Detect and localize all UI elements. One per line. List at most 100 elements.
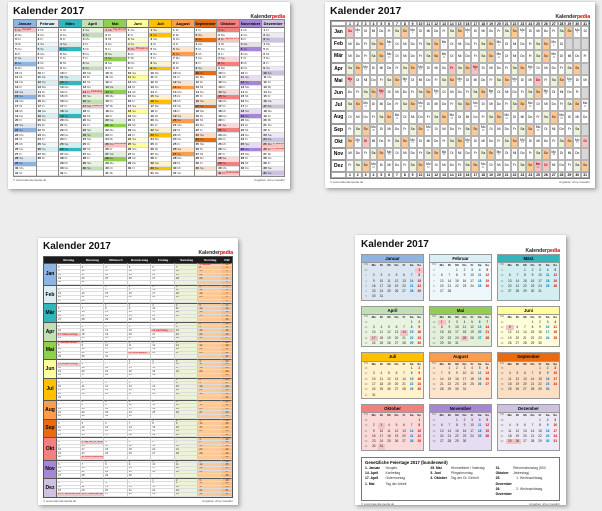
day-cell: 21 Di bbox=[36, 124, 59, 129]
day-number: 31 bbox=[553, 439, 557, 444]
week-number-cell: 38 bbox=[221, 429, 232, 434]
day-cell: 19 bbox=[57, 370, 81, 375]
week-number-cell: 9 bbox=[221, 303, 232, 308]
days-columns-grid: 1 2 3 4 5 6 7 8 9 10 11 12 13 14 15 16 17 18 19 20 21 22 23 24 2… bbox=[330, 19, 590, 179]
day-cell: 28 Di bbox=[239, 157, 262, 162]
day-cell: Fr bbox=[557, 99, 566, 112]
week-number-cell: 52 bbox=[221, 493, 232, 497]
week-number: 14 bbox=[364, 326, 368, 330]
day-cell: 22 bbox=[104, 295, 128, 300]
day-number: 15 bbox=[409, 330, 414, 335]
day-cell: Di bbox=[526, 135, 535, 148]
day-cell: 3 So bbox=[262, 37, 284, 43]
day-cell bbox=[127, 377, 152, 382]
day-cell bbox=[573, 38, 582, 51]
day-cell bbox=[104, 377, 128, 382]
day-cell bbox=[151, 281, 175, 285]
day-cell: 4 bbox=[80, 325, 105, 330]
day-cell: 17 Mo bbox=[149, 105, 172, 110]
day-number: 3 bbox=[372, 371, 375, 376]
day-cell: Do bbox=[518, 38, 527, 51]
calendar-preview-months-as-columns[interactable]: Kalender 2017 Kalenderpedia Informatione… bbox=[8, 2, 290, 189]
week-number: 23 bbox=[500, 326, 504, 330]
day-cell bbox=[198, 455, 222, 460]
day-cell bbox=[151, 437, 175, 441]
day-number: 1 bbox=[539, 366, 541, 371]
week-number: 16 bbox=[364, 336, 368, 340]
day-cell: 18 Fr bbox=[172, 109, 194, 115]
day-number-header: 15 bbox=[455, 172, 464, 178]
mini-month: Juli KW Mo Di Mi Do Fr Sa So 26 1 2 27 3 4 5 6 7 8 9 28 10 11 1… bbox=[361, 352, 424, 399]
page-title: Kalender 2017 bbox=[330, 5, 402, 17]
day-cell: 25 Sa bbox=[239, 142, 262, 148]
day-number: 4 bbox=[508, 423, 511, 428]
day-cell: 24 bbox=[104, 351, 128, 356]
day-cell: 27 So bbox=[172, 152, 194, 158]
week-number: 17 bbox=[364, 341, 368, 345]
day-cell bbox=[194, 171, 217, 177]
day-number: 17 bbox=[538, 278, 542, 283]
week-number: 18 bbox=[432, 320, 436, 324]
month-column: März 1 Mi 2 Do 3 Fr 4 Sa 5 So 6 Mo 7 Di 8 Mi 9 Do 10 Fr 11 Sa 1… bbox=[59, 20, 82, 177]
day-cell: 27 bbox=[57, 318, 81, 322]
day-number: 6 bbox=[395, 325, 398, 330]
week-number-cell: 28 bbox=[221, 385, 232, 389]
mini-month-title: Juli bbox=[362, 353, 423, 362]
disclaimer-text: Angaben ohne Gewähr bbox=[202, 498, 233, 503]
kw-header: KW bbox=[363, 315, 369, 319]
week-number-cell: 1 bbox=[221, 266, 232, 270]
day-number-header: 25 bbox=[534, 20, 542, 26]
day-number: 16 bbox=[538, 330, 542, 335]
day-number bbox=[385, 393, 393, 398]
week-number: 13 bbox=[500, 290, 504, 294]
day-number: 23 bbox=[462, 283, 467, 288]
day-cell: 14 Di bbox=[239, 90, 262, 96]
week-number: 48 bbox=[500, 418, 504, 422]
day-cell: 24 So bbox=[194, 137, 217, 143]
week-number: 41 bbox=[364, 429, 368, 433]
day-cell: Mo 40 bbox=[353, 135, 362, 148]
day-number: 20 bbox=[485, 376, 489, 381]
day-cell: Mo 6 bbox=[385, 38, 394, 51]
day-cell: 4 Di bbox=[81, 43, 104, 48]
day-number-header: 16 bbox=[463, 20, 472, 26]
day-cell: So bbox=[541, 38, 550, 51]
day-cell: 22 bbox=[174, 388, 199, 393]
day-cell: Di bbox=[385, 86, 394, 100]
day-cell: 23 So bbox=[149, 133, 172, 138]
kw-header: KW bbox=[431, 361, 437, 365]
day-cell: Di bbox=[393, 147, 401, 161]
day-number: 19 bbox=[394, 283, 399, 288]
day-number: 26 bbox=[387, 387, 391, 392]
day-cell: 13 Fr bbox=[217, 86, 239, 91]
week-number: 33 bbox=[432, 377, 436, 381]
day-cell: 7 Sa bbox=[14, 56, 36, 62]
day-cell: 22 Di bbox=[172, 128, 194, 134]
month-column: Juni1Do2Fr3Sa4So5MoPfingstmontag6Di7Mi8D… bbox=[126, 20, 150, 177]
day-number bbox=[393, 444, 401, 449]
calendar-preview-days-as-columns[interactable]: Kalender 2017 Kalenderpedia Informatione… bbox=[325, 2, 595, 188]
day-cell: 2 Fr bbox=[126, 33, 149, 38]
day-cell: 6 Mo bbox=[36, 52, 59, 57]
day-cell: Sa bbox=[393, 135, 401, 148]
day-cell: 15 Do bbox=[126, 95, 149, 100]
day-number: 22 bbox=[440, 335, 444, 340]
day-cell: Di bbox=[502, 50, 511, 63]
day-cell: 5 So bbox=[36, 47, 59, 53]
calendar-preview-weeks-as-rows[interactable]: Kalender 2017 Kalenderpedia Informatione… bbox=[38, 238, 238, 505]
week-number: 9 bbox=[501, 268, 503, 272]
day-cell: Di bbox=[393, 50, 401, 63]
day-number-header: 9 bbox=[408, 172, 417, 178]
day-cell: Sa bbox=[369, 38, 378, 51]
day-cell: So bbox=[487, 38, 495, 51]
day-cell: 20 Mo bbox=[239, 119, 262, 124]
calendar-preview-year-overview[interactable]: Kalender 2017 Kalenderpedia Informatione… bbox=[355, 235, 566, 506]
day-cell: Di bbox=[455, 111, 464, 124]
week-number-cell: 6 bbox=[221, 288, 232, 293]
day-cell: 31 So bbox=[262, 171, 284, 177]
day-cell: 11 Mi bbox=[217, 76, 239, 81]
day-cell: 16 bbox=[104, 407, 128, 412]
day-cell: Mo 10 bbox=[385, 50, 394, 63]
day-number: 18 bbox=[477, 278, 482, 283]
day-number: 11 bbox=[508, 428, 512, 433]
